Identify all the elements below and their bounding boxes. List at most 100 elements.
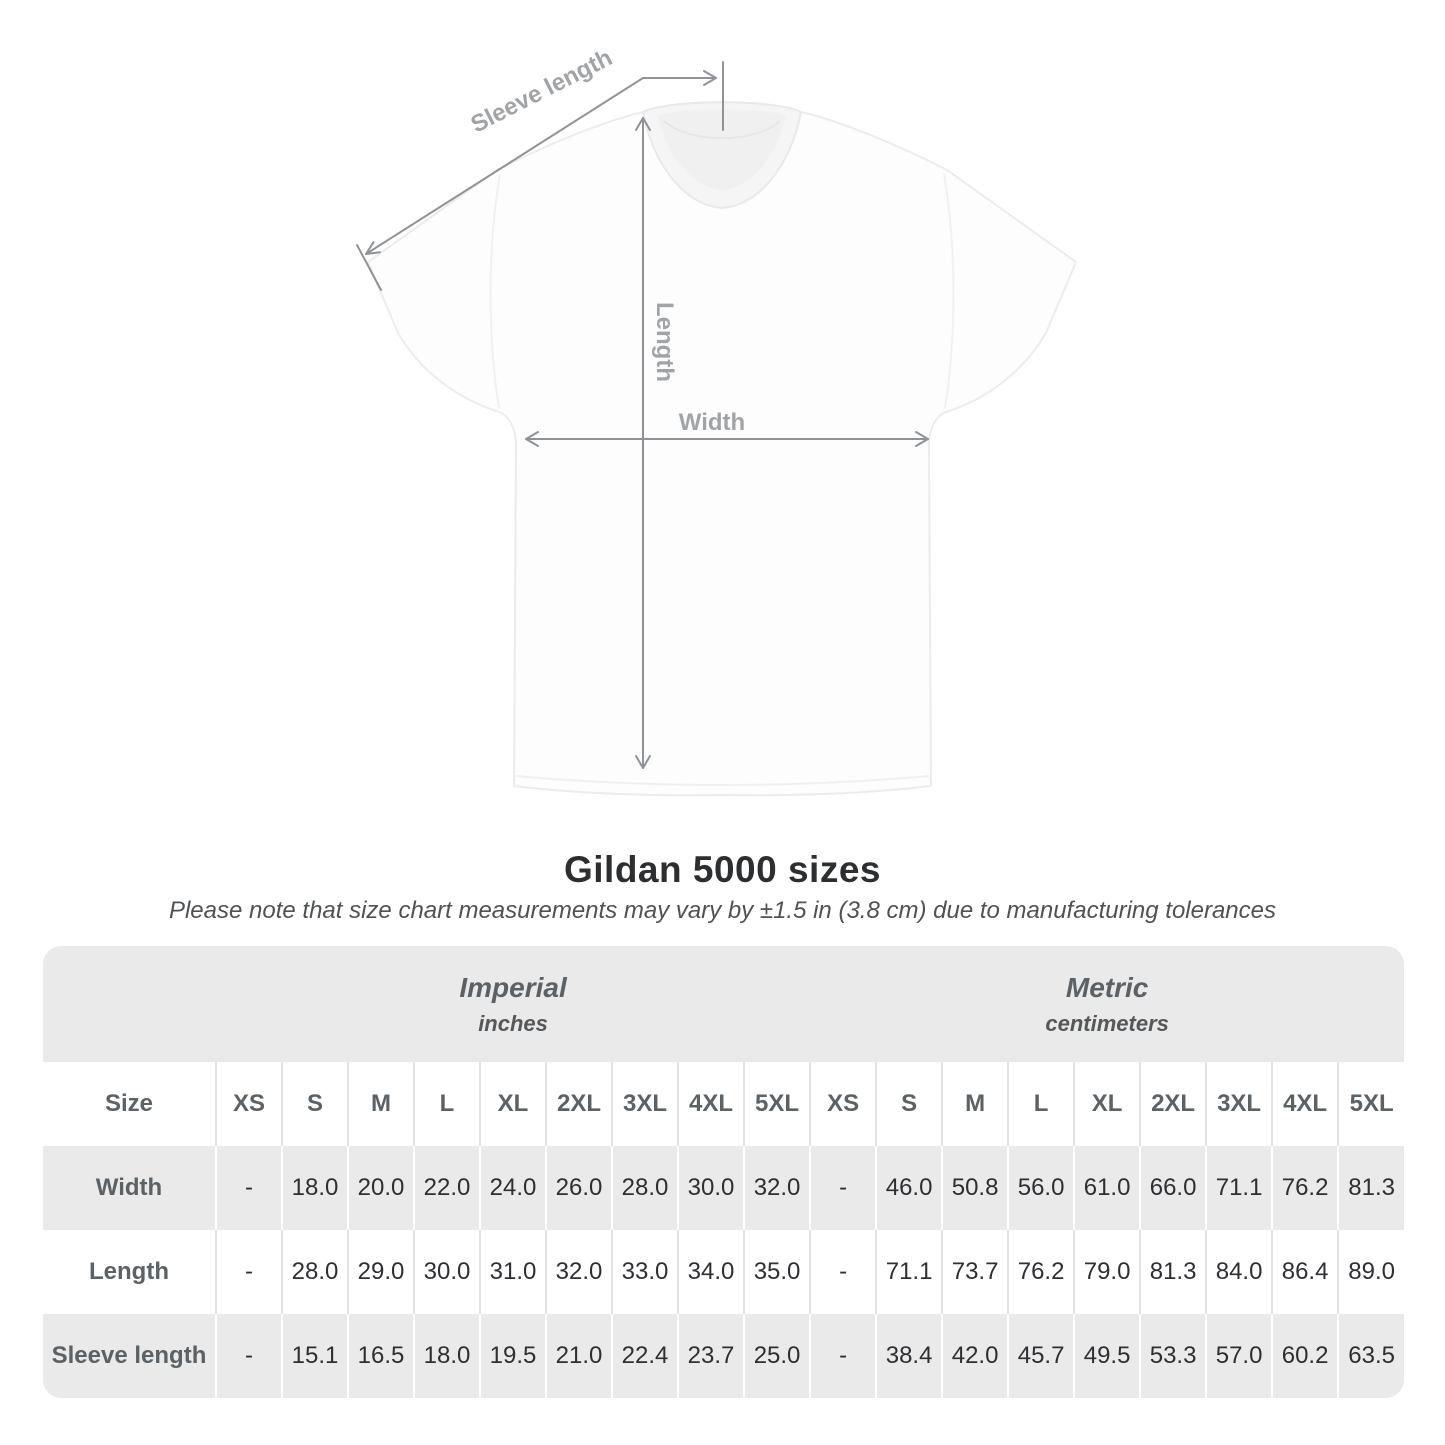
value-cell-imperial: 32.0 — [545, 1230, 612, 1314]
imperial-band-cell: Imperial inches — [216, 946, 811, 1062]
metric-band-cell: Metric centimeters — [810, 946, 1404, 1062]
value-cell-imperial: 35.0 — [742, 1230, 811, 1314]
value-cell-metric: 86.4 — [1271, 1230, 1339, 1314]
value-cell-imperial: 23.7 — [677, 1314, 744, 1398]
value-cell-imperial: 15.1 — [281, 1314, 348, 1398]
value-cell-metric: 61.0 — [1073, 1146, 1141, 1230]
tshirt-diagram: Sleeve length Length Width — [356, 44, 1077, 797]
size-column-header-imperial: 2XL — [545, 1062, 612, 1146]
value-cell-metric: 60.2 — [1271, 1314, 1339, 1398]
value-cell-metric: - — [809, 1146, 877, 1230]
size-column-header-imperial: M — [347, 1062, 414, 1146]
value-cell-imperial: 28.0 — [281, 1230, 348, 1314]
cuff-extension-line — [356, 244, 382, 291]
sleeve-dimension-line — [365, 77, 717, 255]
row-label: Length — [89, 1258, 169, 1285]
size-column-header-metric: XS — [809, 1062, 877, 1146]
sleeve-arrowhead-cuff-icon — [365, 241, 381, 255]
value-cell-imperial: 16.5 — [347, 1314, 414, 1398]
size-column-header-imperial: 3XL — [611, 1062, 678, 1146]
value-cell-metric: 76.2 — [1007, 1230, 1075, 1314]
value-cell-metric: 50.8 — [941, 1146, 1009, 1230]
size-column-header-imperial: XL — [479, 1062, 546, 1146]
size-table: Imperial inches Metric centimeters Size … — [43, 946, 1404, 1398]
value-cell-metric: 38.4 — [875, 1314, 943, 1398]
value-cell-metric: 49.5 — [1073, 1314, 1141, 1398]
left-sleeve-seam-line — [489, 173, 501, 409]
length-label: Length — [651, 302, 678, 382]
value-cell-metric: 81.3 — [1337, 1146, 1404, 1230]
hem-seam-line — [515, 775, 930, 786]
sleeve-length-label: Sleeve length — [467, 44, 617, 138]
table-row: Length -28.0 29.0 30.0 31.0 32.0 33.0 34.0 35.0-… — [43, 1230, 1404, 1314]
band-corner-cell — [43, 946, 216, 1062]
back-neck-seam-line — [663, 120, 781, 140]
value-cell-imperial: 18.0 — [281, 1146, 348, 1230]
value-cell-imperial: 24.0 — [479, 1146, 546, 1230]
value-cell-metric: - — [809, 1230, 877, 1314]
size-table-grid: Imperial inches Metric centimeters Size … — [43, 946, 1404, 1398]
value-cell-metric: 45.7 — [1007, 1314, 1075, 1398]
unit-band-row: Imperial inches Metric centimeters — [43, 946, 1404, 1062]
size-column-header-imperial: XS — [215, 1062, 282, 1146]
imperial-label: Imperial — [459, 971, 567, 1003]
size-column-header-imperial: L — [413, 1062, 480, 1146]
value-cell-metric: 57.0 — [1205, 1314, 1273, 1398]
size-column-header-imperial: 4XL — [677, 1062, 744, 1146]
value-cell-metric: 66.0 — [1139, 1146, 1207, 1230]
size-column-header-metric: 4XL — [1271, 1062, 1339, 1146]
table-row: Sleeve length -15.1 16.5 18.0 19.5 21.0 22.4 23… — [43, 1314, 1404, 1398]
value-cell-metric: 84.0 — [1205, 1230, 1273, 1314]
size-column-header-metric: 5XL — [1337, 1062, 1404, 1146]
size-header-row: Size XS S M L XL 2XL 3XL 4XL 5XL XS S M L XL 2XL 3XL 4XL… — [43, 1062, 1404, 1146]
value-cell-imperial: 19.5 — [479, 1314, 546, 1398]
metric-label: Metric — [1065, 971, 1149, 1003]
value-cell-metric: - — [809, 1314, 877, 1398]
value-cell-imperial: 34.0 — [677, 1230, 744, 1314]
size-column-header-metric: XL — [1073, 1062, 1141, 1146]
row-label: Sleeve length — [51, 1342, 207, 1369]
size-column-header-metric: S — [875, 1062, 943, 1146]
value-cell-imperial: 31.0 — [479, 1230, 546, 1314]
value-cell-metric: 42.0 — [941, 1314, 1009, 1398]
size-column-header-metric: 2XL — [1139, 1062, 1207, 1146]
size-column-header-imperial: S — [281, 1062, 348, 1146]
size-column-header-imperial: 5XL — [742, 1062, 811, 1146]
length-arrowhead-top-icon — [635, 117, 651, 131]
value-cell-imperial: 21.0 — [545, 1314, 612, 1398]
size-column-header-metric: L — [1007, 1062, 1075, 1146]
metric-unit-label: centimeters — [1045, 1010, 1169, 1036]
size-header-cell: Size — [104, 1090, 154, 1117]
value-cell-metric: 81.3 — [1139, 1230, 1207, 1314]
size-column-header-metric: M — [941, 1062, 1009, 1146]
value-cell-metric: 89.0 — [1337, 1230, 1404, 1314]
value-cell-imperial: 25.0 — [742, 1314, 811, 1398]
tolerance-note: Please note that size chart measurements… — [168, 897, 1277, 924]
value-cell-metric: 76.2 — [1271, 1146, 1339, 1230]
value-cell-imperial: 20.0 — [347, 1146, 414, 1230]
value-cell-imperial: 30.0 — [413, 1230, 480, 1314]
sleeve-arrowhead-right-icon — [703, 70, 717, 86]
tshirt-body — [367, 101, 1077, 797]
value-cell-imperial: 18.0 — [413, 1314, 480, 1398]
value-cell-metric: 71.1 — [875, 1230, 943, 1314]
value-cell-metric: 79.0 — [1073, 1230, 1141, 1314]
row-label: Width — [95, 1174, 163, 1201]
value-cell-metric: 71.1 — [1205, 1146, 1273, 1230]
value-cell-metric: 73.7 — [941, 1230, 1009, 1314]
value-cell-imperial: 22.0 — [413, 1146, 480, 1230]
value-cell-imperial: 26.0 — [545, 1146, 612, 1230]
value-cell-imperial: 28.0 — [611, 1146, 678, 1230]
table-row: Width -18.0 20.0 22.0 24.0 26.0 28.0 30.0 32.0-4… — [43, 1146, 1404, 1230]
value-cell-imperial: 30.0 — [677, 1146, 744, 1230]
size-column-header-metric: 3XL — [1205, 1062, 1273, 1146]
value-cell-imperial: - — [215, 1146, 282, 1230]
value-cell-imperial: - — [215, 1314, 282, 1398]
value-cell-metric: 63.5 — [1337, 1314, 1404, 1398]
width-arrowhead-left-icon — [525, 431, 539, 447]
tshirt-collar-inner — [658, 109, 786, 190]
value-cell-metric: 46.0 — [875, 1146, 943, 1230]
value-cell-imperial: - — [215, 1230, 282, 1314]
width-label: Width — [679, 409, 745, 436]
tshirt-graphic — [367, 101, 1077, 797]
